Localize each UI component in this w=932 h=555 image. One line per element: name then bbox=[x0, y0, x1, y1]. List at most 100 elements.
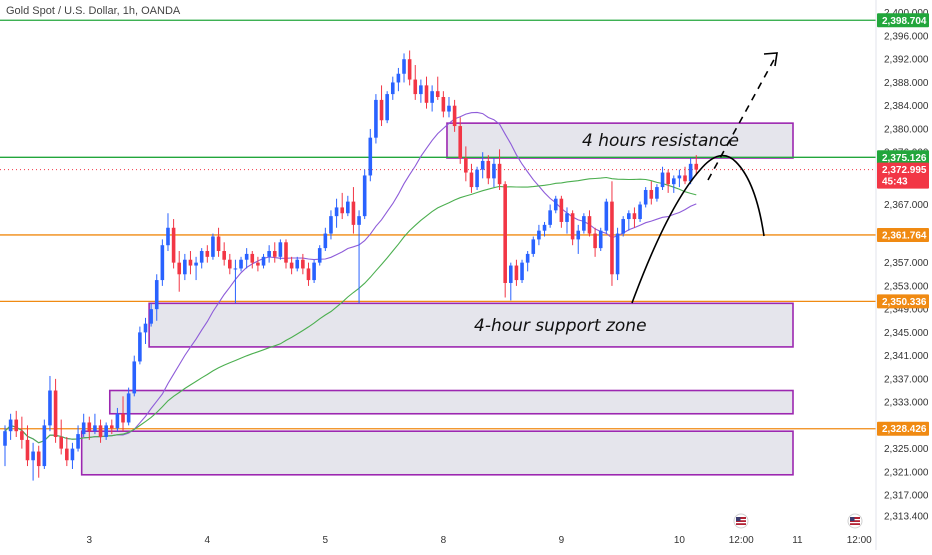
candle-body bbox=[222, 251, 226, 260]
candle-body bbox=[351, 201, 356, 225]
candle-body bbox=[677, 175, 682, 179]
candle-body bbox=[407, 59, 412, 80]
candle-body bbox=[115, 413, 120, 429]
time-tick-label: 9 bbox=[559, 535, 565, 546]
price-tag-bg bbox=[877, 227, 929, 242]
candle-body bbox=[250, 253, 255, 263]
lower-zone-2 bbox=[80, 430, 794, 476]
candle-body bbox=[402, 59, 406, 74]
price-tick-label: 2,380.000 bbox=[884, 124, 929, 135]
candle-body bbox=[469, 172, 474, 188]
price-tag: 2,398.704 bbox=[882, 16, 927, 27]
event-flag-icon[interactable] bbox=[847, 513, 863, 529]
candle-body bbox=[194, 262, 198, 266]
price-tick-label: 2,317.000 bbox=[884, 491, 929, 502]
candle-body bbox=[138, 332, 142, 362]
candle-body bbox=[671, 178, 676, 185]
price-tick-label: 2,325.000 bbox=[884, 444, 929, 455]
candle-body bbox=[413, 79, 418, 95]
candle-body bbox=[261, 256, 266, 266]
time-axis: 3 4 5 8 9 10 12:00 11 12:00 bbox=[87, 513, 872, 546]
candle-body bbox=[272, 251, 277, 257]
candle-body bbox=[278, 242, 283, 257]
candle-body bbox=[604, 201, 609, 231]
candle-body bbox=[306, 268, 311, 281]
time-tick-label: 4 bbox=[205, 535, 211, 546]
candle-body bbox=[177, 262, 182, 275]
candle-body bbox=[660, 172, 665, 188]
candle-body bbox=[655, 187, 659, 199]
resistance-annotation: 4 hours resistance bbox=[582, 131, 739, 151]
candle-body bbox=[132, 361, 137, 394]
candle-body bbox=[542, 224, 547, 231]
candle-body bbox=[81, 422, 86, 435]
candle-body bbox=[582, 216, 586, 231]
price-tag: 2,361.764 bbox=[882, 230, 927, 241]
candle-body bbox=[593, 233, 597, 249]
candle-body bbox=[458, 126, 463, 159]
candles-layer bbox=[3, 50, 699, 481]
candle-body bbox=[205, 251, 210, 257]
candle-body bbox=[98, 425, 103, 438]
price-tag-bg bbox=[877, 150, 929, 165]
candle-body bbox=[559, 198, 564, 222]
candle-body bbox=[70, 448, 75, 461]
moving-averages-layer bbox=[4, 111, 697, 444]
support-annotation: 4-hour support zone bbox=[474, 316, 647, 336]
chart-title: Gold Spot / U.S. Dollar, 1h, OANDA bbox=[6, 5, 181, 17]
candle-body bbox=[53, 390, 58, 438]
candle-body bbox=[385, 94, 389, 121]
candle-body bbox=[430, 91, 434, 103]
candle-body bbox=[233, 268, 238, 270]
candle-body bbox=[548, 210, 552, 225]
candle-body bbox=[166, 227, 170, 246]
candle-body bbox=[211, 236, 215, 257]
price-tag: 2,328.426 bbox=[882, 424, 927, 435]
candle-body bbox=[317, 248, 322, 263]
drawings-layer bbox=[631, 52, 778, 304]
candle-body bbox=[435, 91, 440, 97]
candle-body bbox=[109, 425, 114, 429]
candle-body bbox=[694, 163, 699, 170]
candle-body bbox=[87, 422, 92, 432]
candle-body bbox=[295, 259, 300, 269]
projection-dashed-arrow bbox=[707, 55, 777, 181]
candle-body bbox=[368, 137, 373, 176]
time-tick-label: 10 bbox=[674, 535, 686, 546]
price-tag-bg bbox=[877, 421, 929, 436]
candle-body bbox=[48, 390, 52, 426]
candle-body bbox=[93, 425, 97, 432]
candle-body bbox=[267, 251, 271, 257]
time-tick-label: 11 bbox=[792, 535, 803, 546]
candle-body bbox=[340, 207, 344, 214]
current-price-tag-bg bbox=[877, 162, 929, 189]
event-flag-icon[interactable] bbox=[733, 513, 749, 529]
candle-body bbox=[323, 233, 328, 249]
candle-body bbox=[475, 169, 479, 188]
price-tick-label: 2,388.000 bbox=[884, 78, 929, 89]
candle-body bbox=[228, 259, 232, 269]
candle-body bbox=[36, 451, 41, 467]
price-tick-label: 2,333.000 bbox=[884, 398, 929, 409]
candle-body bbox=[424, 85, 429, 103]
candle-body bbox=[390, 82, 395, 95]
price-axis-bg bbox=[876, 0, 932, 550]
candle-body bbox=[14, 419, 19, 432]
candle-body bbox=[160, 245, 165, 281]
horizontal-lines-layer bbox=[0, 19, 876, 430]
candle-body bbox=[441, 96, 446, 112]
ma-green-line bbox=[4, 176, 697, 444]
arrow-head-icon bbox=[763, 52, 778, 67]
candle-body bbox=[42, 425, 47, 467]
candle-body bbox=[514, 265, 519, 281]
time-tick-label: 8 bbox=[441, 535, 447, 546]
candle-body bbox=[666, 172, 670, 185]
price-tick-label: 2,396.000 bbox=[884, 31, 929, 42]
candle-body bbox=[480, 160, 485, 170]
price-tick-label: 2,341.000 bbox=[884, 351, 929, 362]
candle-body bbox=[520, 262, 524, 281]
candle-body bbox=[396, 73, 401, 83]
candle-body bbox=[531, 239, 536, 254]
